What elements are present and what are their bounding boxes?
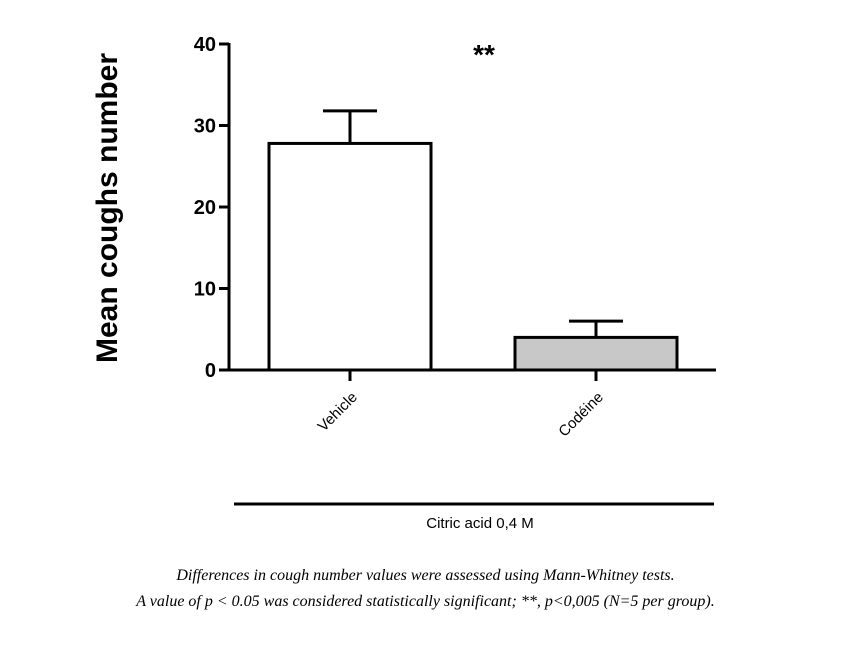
caption-line-1: Differences in cough number values were … <box>176 567 675 584</box>
y-tick-label-2: 20 <box>194 197 216 219</box>
x-tick-label-0: Vehicle <box>315 389 361 435</box>
significance-marker: ** <box>473 39 495 70</box>
y-tick-label-1: 10 <box>194 279 216 301</box>
bar-1 <box>513 335 679 372</box>
group-label: Citric acid 0,4 M <box>426 515 534 532</box>
y-tick-label-4: 40 <box>194 34 216 56</box>
bar-0 <box>267 141 433 372</box>
caption-line-2: A value of p < 0.05 was considered stati… <box>136 593 715 610</box>
y-tick-label-3: 30 <box>194 116 216 138</box>
y-axis-label: Mean coughs number <box>91 53 124 363</box>
y-tick-label-0: 0 <box>205 360 216 382</box>
x-tick-label-1: Codéine <box>555 389 607 441</box>
